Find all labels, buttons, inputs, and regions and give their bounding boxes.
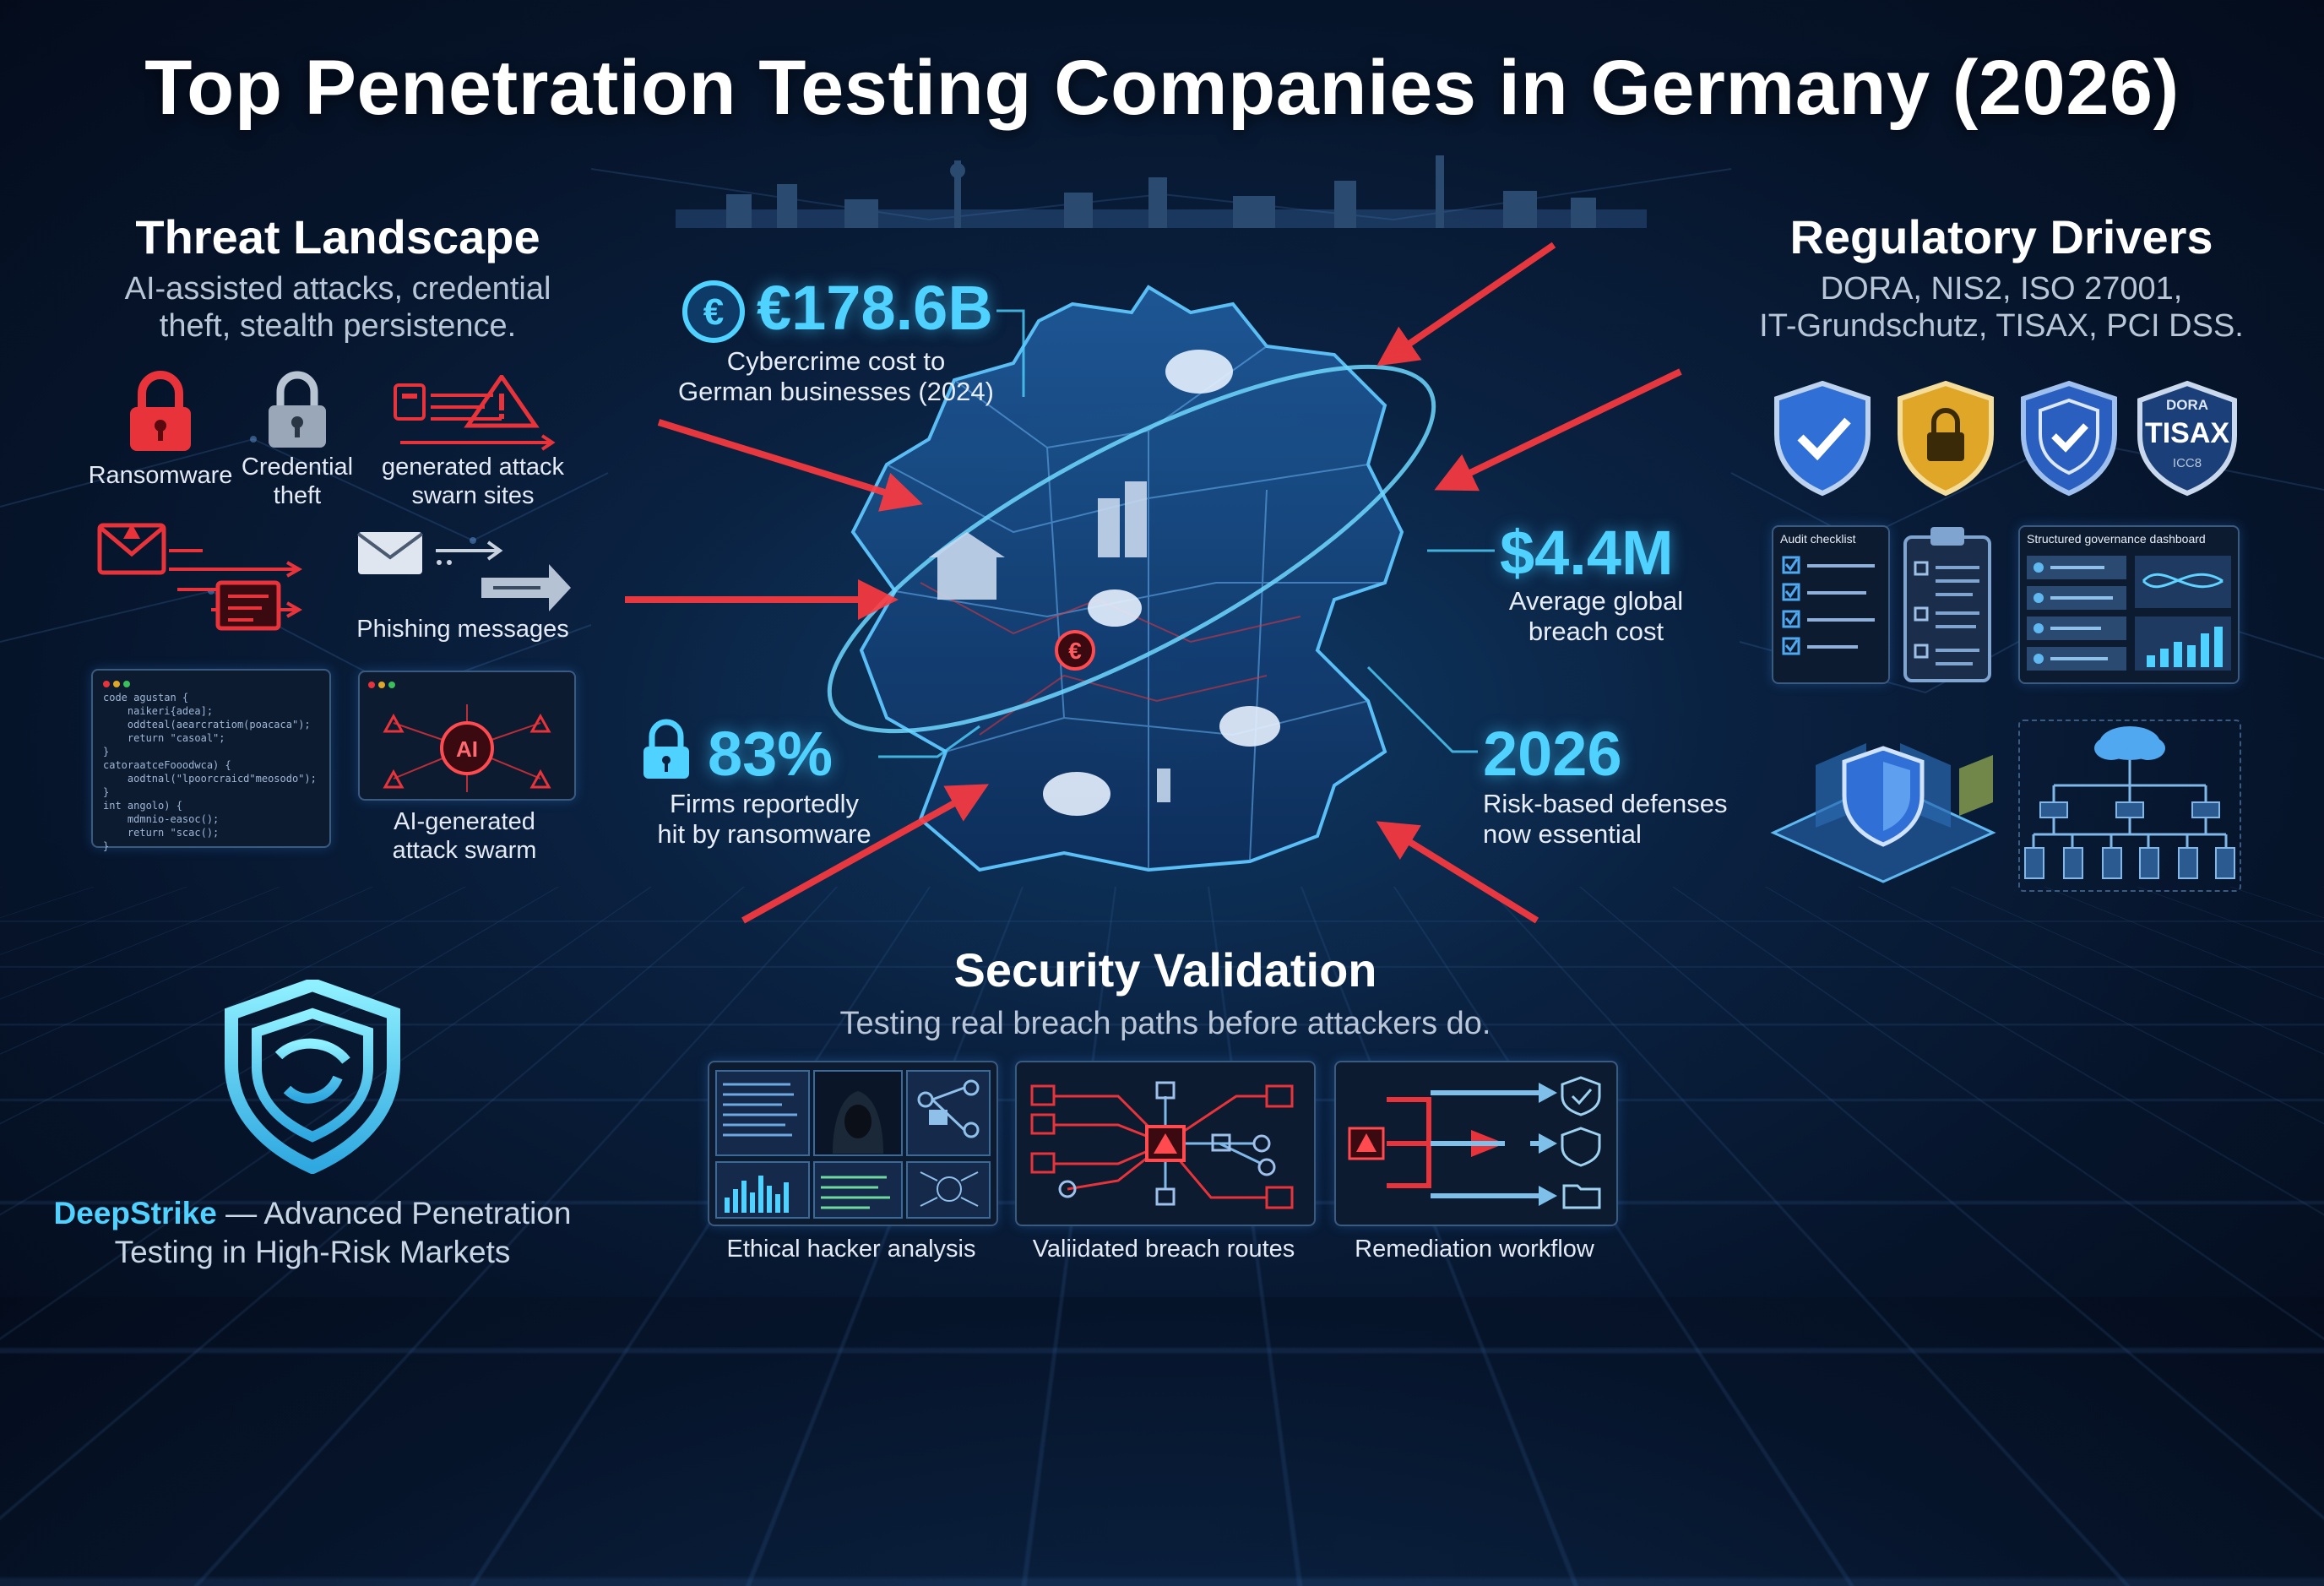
checklist-icon — [1773, 551, 1888, 677]
badge-bottom-text: ICC8 — [2145, 456, 2229, 470]
remediation-card — [1334, 1061, 1618, 1226]
isometric-security-platform — [1765, 714, 2001, 883]
validation-card-label-2: Valiidated breach routes — [1015, 1235, 1312, 1263]
audit-checklist-panel: Audit checklist — [1772, 525, 1890, 684]
validation-heading: Security Validation — [844, 942, 1486, 997]
badge-top-text: DORA — [2145, 397, 2229, 414]
brand-name: DeepStrike — [54, 1196, 217, 1230]
dashboard-icon — [2020, 551, 2238, 677]
validation-card-label-1: Ethical hacker analysis — [708, 1235, 995, 1263]
regulatory-heading: Regulatory Drivers — [1740, 209, 2263, 264]
brand-tagline-line1: DeepStrike — Advanced Penetration — [34, 1194, 591, 1233]
breach-routes-icon — [1017, 1062, 1314, 1225]
deepstrike-logo-icon — [220, 980, 405, 1174]
cloud-network-panel — [2018, 720, 2241, 892]
governance-dashboard-label: Structured governance dashboard — [2020, 527, 2238, 551]
remediation-workflow-icon — [1336, 1062, 1616, 1225]
validation-card-label-3: Remediation workflow — [1334, 1235, 1615, 1263]
hacker-analysis-icon — [709, 1062, 996, 1225]
brand-tagline: DeepStrike — Advanced Penetration Testin… — [34, 1194, 591, 1272]
audit-checklist-label: Audit checklist — [1773, 527, 1888, 551]
clipboard-icon — [1900, 524, 1995, 684]
cloud-network-icon — [2020, 721, 2240, 890]
validation-subtitle: Testing real breach paths before attacke… — [743, 1005, 1588, 1042]
gold-lock-shield-icon — [1900, 383, 1991, 493]
blue-check-shield-icon — [2023, 383, 2115, 493]
checkmark-shield-icon — [1777, 383, 1868, 493]
brand-tagline-part1: — Advanced Penetration — [217, 1196, 572, 1230]
badge-main-text: TISAX — [2131, 417, 2243, 450]
breach-routes-card — [1015, 1061, 1316, 1226]
regulatory-subtitle-line1: DORA, NIS2, ISO 27001, — [1723, 270, 2280, 307]
ethical-hacker-card — [708, 1061, 998, 1226]
governance-dashboard-panel: Structured governance dashboard — [2018, 525, 2240, 684]
brand-tagline-line2: Testing in High-Risk Markets — [34, 1233, 591, 1272]
regulatory-subtitle: DORA, NIS2, ISO 27001, IT-Grundschutz, T… — [1723, 270, 2280, 345]
regulatory-subtitle-line2: IT-Grundschutz, TISAX, PCI DSS. — [1723, 307, 2280, 345]
